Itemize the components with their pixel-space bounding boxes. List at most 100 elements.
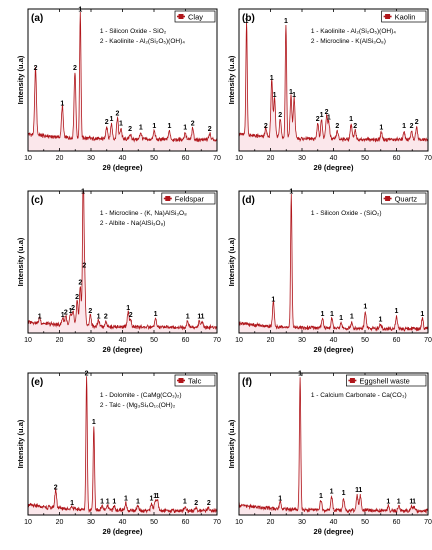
- peak-label: 1: [197, 314, 201, 321]
- x-tick-label: 20: [267, 519, 275, 526]
- chart-panel-5: 10 20 30 40 50 60 70 2θ (degree) Intensity (u.a)…: [227, 371, 432, 536]
- x-tick-label: 40: [330, 155, 338, 162]
- phase-annotation: 1 - Calcium Carbonate - Ca(CO₃): [311, 392, 407, 399]
- peak-label: 2: [73, 65, 77, 72]
- phase-annotation: 2 - Talc - (Mg₃Si₄O₁₀(OH)₂: [100, 402, 176, 409]
- legend-box: [161, 192, 216, 205]
- x-tick-label: 50: [361, 337, 369, 344]
- peak-label: 2: [116, 110, 120, 117]
- x-tick-label: 10: [235, 337, 243, 344]
- peak-label: 2: [353, 123, 357, 130]
- pattern-line: [238, 377, 429, 514]
- legend-box: [381, 192, 427, 205]
- x-tick-label: 70: [424, 155, 432, 162]
- peak-label: 1: [38, 314, 42, 321]
- x-tick-label: 10: [235, 155, 243, 162]
- peak-label: 1: [350, 314, 354, 321]
- peak-label: 1: [395, 308, 399, 315]
- phase-annotation: 1 - Dolomite - (CaMg(CO₃)₂): [100, 392, 182, 399]
- panel-letter: (b): [242, 13, 255, 24]
- panel-letter: (f): [242, 377, 252, 388]
- legend-box: [346, 374, 427, 387]
- pattern-line: [238, 193, 429, 333]
- peak-label: 1: [156, 493, 160, 500]
- peak-label: 2: [264, 123, 268, 130]
- peak-label: 1: [150, 496, 154, 503]
- peak-label: 2: [34, 65, 38, 72]
- peak-label: 1: [355, 487, 359, 494]
- peak-label: 2: [54, 484, 58, 491]
- x-axis-title: 2θ (degree): [103, 527, 143, 536]
- x-tick-label: 30: [87, 519, 95, 526]
- peak-label: 1: [106, 498, 110, 505]
- chart-panel-3: 10 20 30 40 50 60 70 2θ (degree) Intensity (u.a)…: [227, 189, 432, 354]
- x-tick-label: 20: [56, 155, 64, 162]
- peak-label: 1: [409, 498, 413, 505]
- x-tick-label: 70: [424, 337, 432, 344]
- phase-annotation: 1 - Silicon Oxide - SiO₂: [100, 28, 167, 35]
- peak-label: 2: [410, 123, 414, 130]
- peak-label: 1: [330, 489, 334, 496]
- x-tick-label: 30: [298, 337, 306, 344]
- x-tick-label: 30: [298, 519, 306, 526]
- x-tick-label: 50: [361, 155, 369, 162]
- peak-label: 1: [167, 123, 171, 130]
- phase-annotation: 2 - Albite - Na(AlSi₃O₈): [100, 220, 166, 227]
- peak-label: 2: [415, 119, 419, 126]
- peak-label: 1: [358, 487, 362, 494]
- peak-label: 1: [110, 116, 114, 123]
- x-tick-label: 70: [213, 155, 221, 162]
- panel-letter: (e): [31, 377, 43, 388]
- phase-annotation: 2 - Microcline - K(AlSi₃O₈): [311, 38, 386, 45]
- peak-label: 1: [284, 18, 288, 25]
- peak-label: 1: [402, 123, 406, 130]
- x-tick-label: 20: [267, 155, 275, 162]
- peak-label: 2: [129, 312, 133, 319]
- x-tick-label: 10: [24, 337, 32, 344]
- panel-letter: (a): [31, 13, 43, 24]
- peak-label: 1: [397, 498, 401, 505]
- peak-label: 1: [320, 112, 324, 119]
- peak-label: 1: [289, 89, 293, 96]
- x-tick-label: 70: [213, 519, 221, 526]
- x-axis-title: 2θ (degree): [314, 345, 354, 354]
- x-axis-title: 2θ (degree): [314, 163, 354, 172]
- y-axis-title: Intensity (u.a): [16, 419, 25, 468]
- peak-label: 1: [153, 493, 157, 500]
- x-tick-label: 20: [56, 337, 64, 344]
- y-axis-title: Intensity (u.a): [227, 237, 236, 286]
- peak-label: 2: [316, 116, 320, 123]
- legend-marker: [178, 378, 184, 383]
- peak-label: 2: [88, 308, 92, 315]
- pattern-line: [27, 376, 218, 514]
- peak-label: 2: [208, 126, 212, 133]
- y-axis-title: Intensity (u.a): [227, 419, 236, 468]
- peak-label: 1: [330, 311, 334, 318]
- x-tick-label: 50: [150, 155, 158, 162]
- legend-label: Eggshell waste: [359, 377, 409, 386]
- x-tick-label: 10: [24, 155, 32, 162]
- peak-label: 1: [124, 496, 128, 503]
- x-tick-label: 40: [330, 519, 338, 526]
- peak-label: 2: [78, 280, 82, 287]
- peak-label: 1: [60, 100, 64, 107]
- peak-label: 1: [186, 314, 190, 321]
- x-tick-label: 50: [150, 519, 158, 526]
- peak-label: 1: [271, 297, 275, 304]
- peak-label: 2: [82, 263, 86, 270]
- peak-label: 2: [278, 112, 282, 119]
- x-tick-label: 60: [182, 155, 190, 162]
- x-axis-title: 2θ (degree): [103, 163, 143, 172]
- x-tick-label: 40: [119, 519, 127, 526]
- phase-annotation: 2 - Kaolinite - Al₂(Si₂O₅)(OH)₄: [100, 38, 185, 45]
- peak-label: 2: [128, 126, 132, 133]
- peak-label: 1: [327, 115, 331, 122]
- peak-label: 2: [75, 294, 79, 301]
- peak-label: 1: [61, 312, 65, 319]
- legend-label: Kaolin: [395, 13, 416, 22]
- x-tick-label: 20: [56, 519, 64, 526]
- peak-label: 1: [183, 498, 187, 505]
- x-tick-label: 70: [424, 519, 432, 526]
- peak-label: 1: [378, 316, 382, 323]
